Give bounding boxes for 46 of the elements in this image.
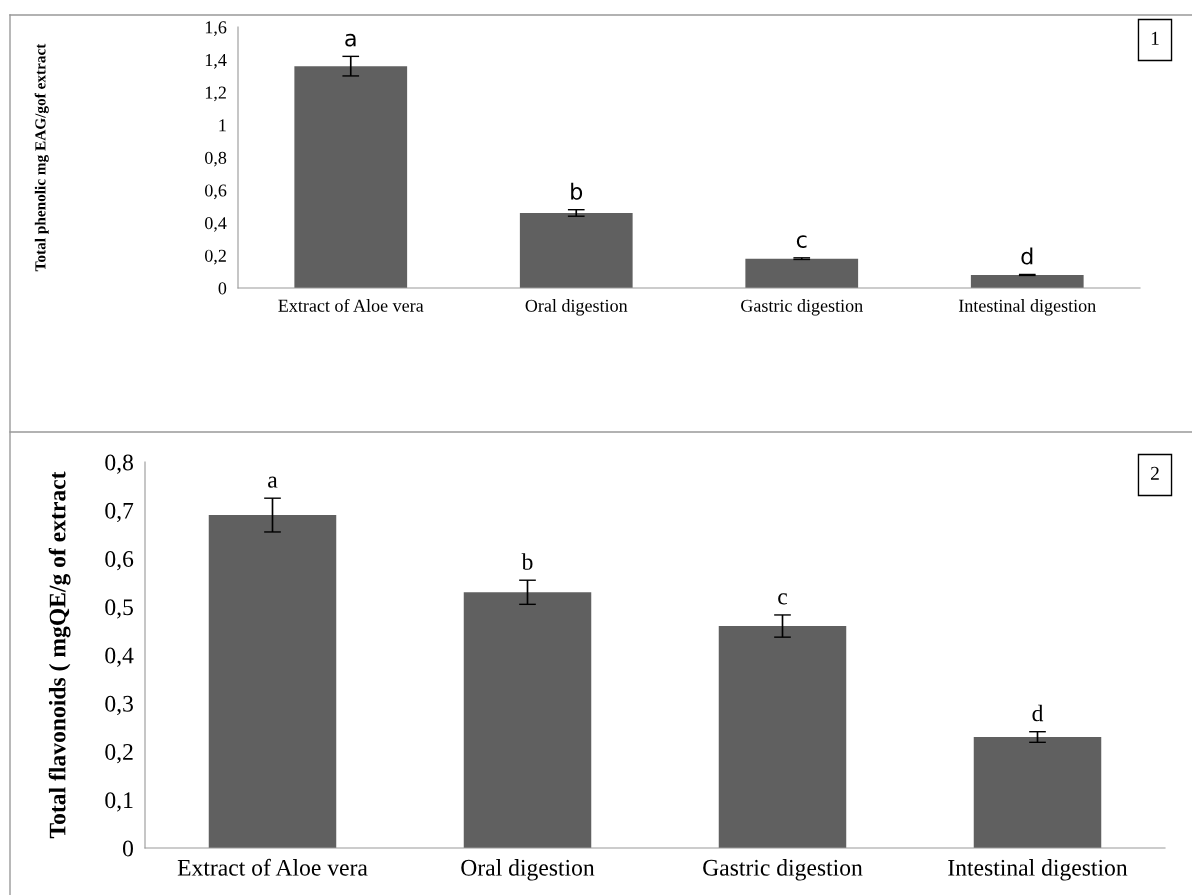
bar	[973, 737, 1102, 848]
bar	[294, 66, 408, 288]
y-tick-label: 0,3	[105, 695, 133, 716]
y-tick-label: 0,5	[105, 599, 133, 619]
text: 1	[1151, 31, 1159, 45]
bar	[463, 592, 592, 848]
y-tick-label: 0,8	[105, 454, 133, 474]
y-tick-label: 0,1	[105, 792, 133, 812]
y-tick-label: 0,7	[105, 502, 134, 523]
x-tick-label: Gastric digestion	[741, 299, 863, 316]
x-tick-label: Oral digestion	[461, 859, 595, 881]
x-tick-label: Extract of Aloe vera	[177, 858, 368, 876]
annotation: c	[778, 593, 788, 605]
annotation: b	[571, 182, 583, 200]
x-tick-label: Oral digestion	[525, 299, 628, 316]
bar	[745, 258, 859, 288]
bar	[718, 626, 847, 848]
annotation: a	[345, 33, 356, 47]
y-tick-label: 0,6	[105, 550, 134, 571]
annotation: d	[1021, 247, 1033, 265]
x-tick-label: Intestinal digestion	[958, 299, 1096, 316]
x-tick-label: Intestinal digestion	[948, 859, 1128, 881]
bar	[208, 515, 337, 848]
y-tick-label: 0,6	[205, 184, 227, 200]
annotation: 2	[1150, 466, 1159, 480]
y-tick-label: 0,8	[205, 151, 227, 167]
y-tick-label: 0	[218, 282, 227, 295]
y-tick-label: 0,2	[105, 743, 133, 764]
y-tick-label: 1,2	[205, 86, 226, 102]
y-tick-label: 0,4	[105, 647, 134, 667]
y-axis-title: Total phenolic mg EAG/gof extract	[34, 43, 49, 272]
x-tick-label: Gastric digestion	[703, 859, 863, 881]
x-tick-label: Extract of Aloe vera	[278, 298, 424, 312]
y-tick-label: 0	[122, 840, 133, 857]
annotation: b	[521, 553, 533, 570]
bar	[519, 212, 633, 288]
y-tick-label: 0,2	[205, 249, 226, 265]
y-tick-label: 1,4	[205, 53, 227, 69]
y-tick-label: 0,4	[205, 217, 227, 232]
y-tick-label: 1	[219, 119, 226, 132]
annotation: a	[268, 476, 278, 488]
y-axis-title: Total flavonoids ( mgQE/g of extract	[48, 471, 71, 839]
bar	[970, 274, 1084, 288]
y-tick-label: 1,6	[205, 21, 227, 37]
annotation: d	[1032, 704, 1044, 722]
annotation: c	[796, 235, 807, 248]
